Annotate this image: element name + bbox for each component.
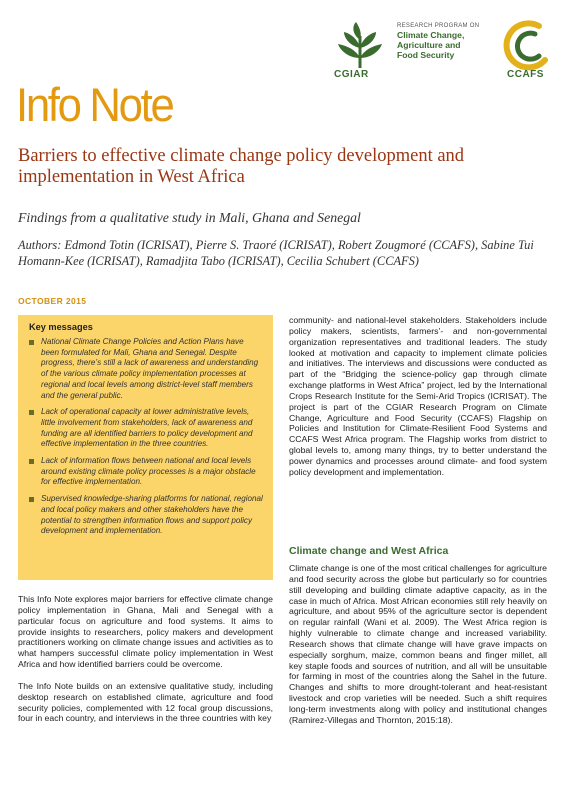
- square-bullet-icon: [29, 459, 34, 464]
- right-column-body: Climate change is one of the most critic…: [289, 563, 547, 737]
- key-messages-heading: Key messages: [29, 322, 263, 332]
- doc-type-heading: Info Note: [16, 80, 172, 130]
- square-bullet-icon: [29, 410, 34, 415]
- cgiar-wordmark: CGIAR: [334, 69, 369, 80]
- key-message-text: National Climate Change Policies and Act…: [41, 337, 258, 400]
- program-name: RESEARCH PROGRAM ON Climate Change, Agri…: [397, 22, 497, 60]
- section-heading: Climate change and West Africa: [289, 545, 448, 557]
- body-paragraph: Climate change is one of the most critic…: [289, 563, 547, 726]
- ccafs-wordmark: CCAFS: [507, 69, 544, 80]
- right-column-top: community- and national-level stakeholde…: [289, 315, 547, 489]
- program-line-2: Climate Change,: [397, 30, 497, 40]
- key-message-item: Lack of information flows between nation…: [29, 456, 263, 488]
- program-line-1: RESEARCH PROGRAM ON: [397, 22, 497, 30]
- body-paragraph: This Info Note explores major barriers f…: [18, 594, 273, 670]
- key-message-item: Lack of operational capacity at lower ad…: [29, 407, 263, 450]
- left-column-body: This Info Note explores major barriers f…: [18, 594, 273, 735]
- page-title: Barriers to effective climate change pol…: [18, 146, 558, 188]
- page-subtitle: Findings from a qualitative study in Mal…: [18, 210, 558, 226]
- program-line-4: Food Security: [397, 50, 497, 60]
- key-message-item: National Climate Change Policies and Act…: [29, 337, 263, 401]
- body-paragraph: The Info Note builds on an extensive qua…: [18, 681, 273, 724]
- body-paragraph: community- and national-level stakeholde…: [289, 315, 547, 478]
- publication-date: OCTOBER 2015: [18, 296, 86, 306]
- key-message-text: Lack of information flows between nation…: [41, 456, 256, 486]
- authors-line: Authors: Edmond Totin (ICRISAT), Pierre …: [18, 238, 558, 269]
- key-message-item: Supervised knowledge-sharing platforms f…: [29, 494, 263, 537]
- key-message-text: Supervised knowledge-sharing platforms f…: [41, 494, 263, 535]
- key-message-text: Lack of operational capacity at lower ad…: [41, 407, 252, 448]
- square-bullet-icon: [29, 497, 34, 502]
- program-line-3: Agriculture and: [397, 40, 497, 50]
- key-messages-box: Key messages National Climate Change Pol…: [18, 315, 273, 580]
- square-bullet-icon: [29, 340, 34, 345]
